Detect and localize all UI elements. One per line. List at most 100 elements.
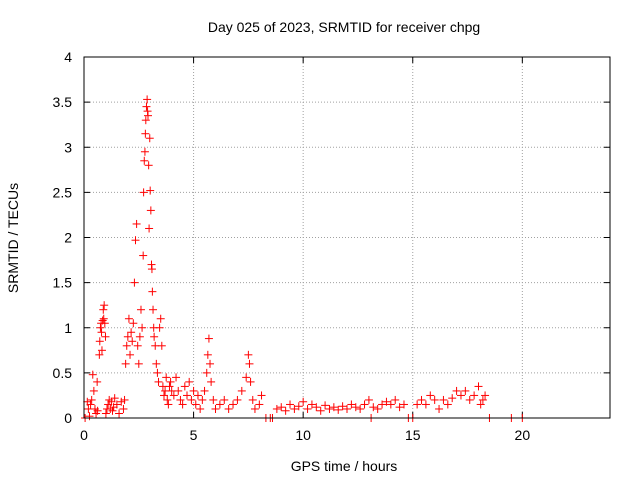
data-point <box>155 323 164 332</box>
data-point <box>248 395 257 404</box>
data-point <box>134 359 143 368</box>
data-point <box>378 400 387 409</box>
data-point <box>174 386 183 395</box>
data-point <box>93 406 102 415</box>
data-point <box>478 395 487 404</box>
data-point <box>343 404 351 413</box>
data-point <box>132 219 141 228</box>
data-point <box>128 337 137 346</box>
data-point <box>105 395 114 404</box>
data-point <box>185 377 194 386</box>
data-point <box>299 397 308 406</box>
data-point <box>272 404 281 413</box>
y-tick-label: 3.5 <box>53 94 73 110</box>
data-point <box>97 346 106 355</box>
data-point <box>162 373 171 382</box>
data-point <box>200 386 209 395</box>
x-tick-label: 15 <box>405 427 421 443</box>
data-point <box>88 370 97 379</box>
data-point <box>399 400 408 409</box>
data-point <box>347 400 356 409</box>
data-point <box>312 403 321 412</box>
y-tick-label: 0 <box>64 410 72 426</box>
data-point <box>154 377 163 386</box>
data-point <box>373 404 382 413</box>
data-point <box>99 314 108 323</box>
data-point <box>421 400 430 409</box>
data-point <box>281 406 290 415</box>
data-point <box>356 404 365 413</box>
data-point <box>202 368 211 377</box>
data-point <box>163 395 172 404</box>
axis-ticks: 0 5 10 15 20 0 0.5 1 1.5 2 2.5 3 3.5 4 <box>53 49 610 443</box>
data-point <box>120 395 129 404</box>
data-point <box>461 386 470 395</box>
plot-frame <box>83 56 611 419</box>
data-point <box>250 404 259 413</box>
data-point <box>176 395 185 404</box>
data-point <box>233 395 242 404</box>
data-point <box>198 395 207 404</box>
data-point <box>147 265 156 274</box>
data-point <box>439 395 448 404</box>
data-point <box>220 395 229 404</box>
data-point <box>144 161 153 170</box>
data-point <box>146 186 155 195</box>
data-point <box>149 305 158 314</box>
data-point <box>417 395 426 404</box>
data-point <box>121 359 130 368</box>
data-point <box>99 305 108 314</box>
data-point <box>386 400 395 409</box>
data-point <box>115 409 124 418</box>
data-point <box>143 111 152 120</box>
data-point <box>100 319 109 328</box>
data-point <box>166 377 175 386</box>
data-point <box>395 403 404 412</box>
data-point <box>86 400 95 409</box>
data-point <box>338 402 347 411</box>
data-point <box>246 377 255 386</box>
data-point <box>360 400 369 409</box>
data-point <box>140 156 149 165</box>
data-series <box>81 95 527 422</box>
y-tick-label: 1 <box>64 320 72 336</box>
data-point <box>157 341 166 350</box>
y-tick-label: 4 <box>64 49 72 65</box>
chart-title: Day 025 of 2023, SRMTID for receiver chp… <box>208 19 480 35</box>
data-point <box>152 359 161 368</box>
data-point <box>452 386 461 395</box>
data-point <box>122 341 131 350</box>
data-point <box>303 404 312 413</box>
data-point <box>117 397 126 406</box>
data-point <box>456 391 465 400</box>
data-point <box>130 278 139 287</box>
data-point <box>165 382 174 391</box>
data-point <box>224 404 233 413</box>
data-point <box>156 314 165 323</box>
data-point <box>193 391 202 400</box>
data-point <box>101 409 110 418</box>
data-point <box>135 332 144 341</box>
data-point <box>206 359 215 368</box>
data-point <box>164 400 173 409</box>
data-point <box>334 405 343 414</box>
data-point <box>108 406 117 415</box>
data-point <box>329 403 338 412</box>
data-point <box>145 224 154 233</box>
data-point <box>183 391 192 400</box>
x-tick-label: 5 <box>190 427 198 443</box>
data-point <box>178 400 187 409</box>
data-point <box>139 251 148 260</box>
x-tick-label: 0 <box>80 427 88 443</box>
data-point <box>96 323 105 332</box>
data-point <box>316 406 325 415</box>
data-point <box>141 116 150 125</box>
data-point <box>245 359 254 368</box>
data-point <box>413 400 422 409</box>
data-point <box>290 404 299 413</box>
data-point <box>112 400 121 409</box>
data-point <box>255 400 264 409</box>
data-point <box>140 147 149 156</box>
data-point <box>426 391 435 400</box>
data-point <box>211 404 220 413</box>
